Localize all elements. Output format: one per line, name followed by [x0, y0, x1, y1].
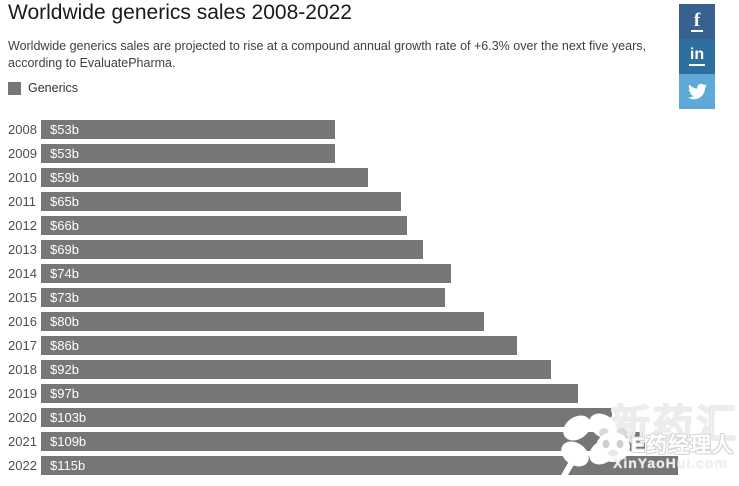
- page-title: Worldwide generics sales 2008-2022: [8, 1, 352, 24]
- year-label: 2014: [8, 266, 37, 281]
- year-label: 2020: [8, 410, 37, 425]
- twitter-share-button[interactable]: [679, 74, 715, 109]
- chart-row: 2018 $92b: [0, 360, 739, 379]
- twitter-icon: [687, 83, 707, 100]
- generics-bar[interactable]: $86b: [41, 336, 517, 355]
- year-label: 2008: [8, 122, 37, 137]
- chart-row: 2017 $86b: [0, 336, 739, 355]
- year-label: 2019: [8, 386, 37, 401]
- bar-value-label: $65b: [50, 194, 79, 209]
- bar-value-label: $53b: [50, 146, 79, 161]
- chart-row: 2013 $69b: [0, 240, 739, 259]
- bar-value-label: $92b: [50, 362, 79, 377]
- generics-bar[interactable]: $97b: [41, 384, 578, 403]
- year-label: 2018: [8, 362, 37, 377]
- chart-row: 2009 $53b: [0, 144, 739, 163]
- chart-row: 2010 $59b: [0, 168, 739, 187]
- year-label: 2015: [8, 290, 37, 305]
- chart-row: 2011 $65b: [0, 192, 739, 211]
- generics-bar[interactable]: $73b: [41, 288, 445, 307]
- bar-value-label: $69b: [50, 242, 79, 257]
- year-label: 2012: [8, 218, 37, 233]
- year-label: 2017: [8, 338, 37, 353]
- chart-row: 2021 $109b: [0, 432, 739, 451]
- year-label: 2010: [8, 170, 37, 185]
- chart-row: 2012 $66b: [0, 216, 739, 235]
- chart-row: 2019 $97b: [0, 384, 739, 403]
- bar-value-label: $59b: [50, 170, 79, 185]
- generics-bar[interactable]: $109b: [41, 432, 645, 451]
- generics-bar[interactable]: $53b: [41, 120, 335, 139]
- chart-row: 2015 $73b: [0, 288, 739, 307]
- generics-bar[interactable]: $92b: [41, 360, 551, 379]
- chart-row: 2016 $80b: [0, 312, 739, 331]
- chart-subtitle: Worldwide generics sales are projected t…: [8, 39, 646, 70]
- generics-bar[interactable]: $65b: [41, 192, 401, 211]
- bar-value-label: $109b: [50, 434, 87, 449]
- year-label: 2013: [8, 242, 37, 257]
- generics-bar[interactable]: $66b: [41, 216, 407, 235]
- bar-value-label: $74b: [50, 266, 79, 281]
- bar-value-label: $115b: [50, 458, 86, 473]
- linkedin-icon: in: [688, 46, 706, 66]
- year-label: 2011: [8, 194, 36, 209]
- generics-bar[interactable]: $53b: [41, 144, 335, 163]
- generics-bar[interactable]: $59b: [41, 168, 368, 187]
- year-label: 2022: [8, 458, 37, 473]
- share-buttons: f in: [679, 4, 715, 109]
- chart-row: 2020 $103b: [0, 408, 739, 427]
- bar-chart: 2008 $53b 2009 $53b 2010 $59b 2011 $65b 2012 $66b…: [0, 120, 739, 480]
- bar-value-label: $80b: [50, 314, 79, 329]
- generics-bar[interactable]: $80b: [41, 312, 484, 331]
- chart-row: 2014 $74b: [0, 264, 739, 283]
- legend-label: Generics: [28, 81, 79, 95]
- facebook-share-button[interactable]: f: [679, 4, 715, 39]
- chart-row: 2008 $53b: [0, 120, 739, 139]
- legend-swatch: [8, 81, 21, 95]
- bar-value-label: $97b: [50, 386, 79, 401]
- linkedin-share-button[interactable]: in: [679, 39, 715, 74]
- bar-value-label: $86b: [50, 338, 79, 353]
- generics-bar[interactable]: $74b: [41, 264, 451, 283]
- generics-bar[interactable]: $115b: [41, 456, 678, 475]
- chart-row: 2022 $115b: [0, 456, 739, 475]
- generics-bar[interactable]: $103b: [41, 408, 612, 427]
- year-label: 2016: [8, 314, 37, 329]
- bar-value-label: $53b: [50, 122, 79, 137]
- year-label: 2009: [8, 146, 37, 161]
- year-label: 2021: [8, 434, 37, 449]
- bar-value-label: $73b: [50, 290, 79, 305]
- legend: Generics: [8, 81, 78, 95]
- bar-value-label: $66b: [50, 218, 79, 233]
- generics-bar[interactable]: $69b: [41, 240, 423, 259]
- bar-value-label: $103b: [50, 410, 87, 425]
- facebook-icon: f: [690, 11, 704, 32]
